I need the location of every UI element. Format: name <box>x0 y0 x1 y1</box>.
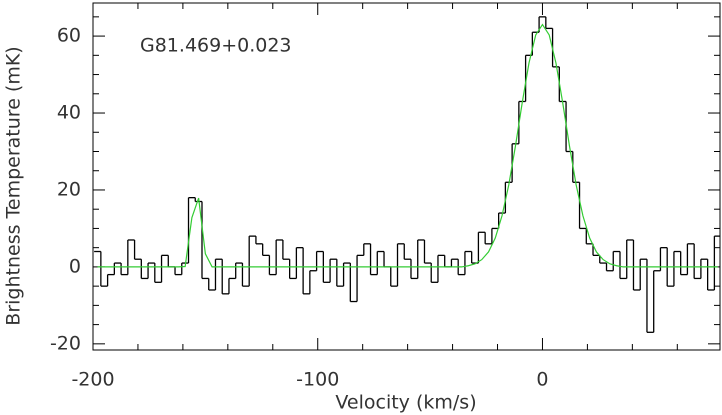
y-tick-label: 0 <box>69 255 81 277</box>
y-tick-label: 60 <box>57 25 81 47</box>
x-tick-label: -100 <box>296 369 339 391</box>
x-tick-label: 0 <box>536 369 548 391</box>
y-axis-label: Brightness Temperature (mK) <box>3 46 25 325</box>
y-tick-label: 20 <box>57 178 81 200</box>
annotation: G81.469+0.023 <box>140 35 292 57</box>
plot-frame <box>92 2 721 351</box>
x-axis-label: Velocity (km/s) <box>335 392 476 414</box>
plot-area <box>94 16 720 333</box>
fit-line <box>97 23 718 268</box>
x-tick-label: -200 <box>71 369 114 391</box>
y-tick-label: -20 <box>50 332 81 354</box>
y-tick-label: 40 <box>57 102 81 124</box>
